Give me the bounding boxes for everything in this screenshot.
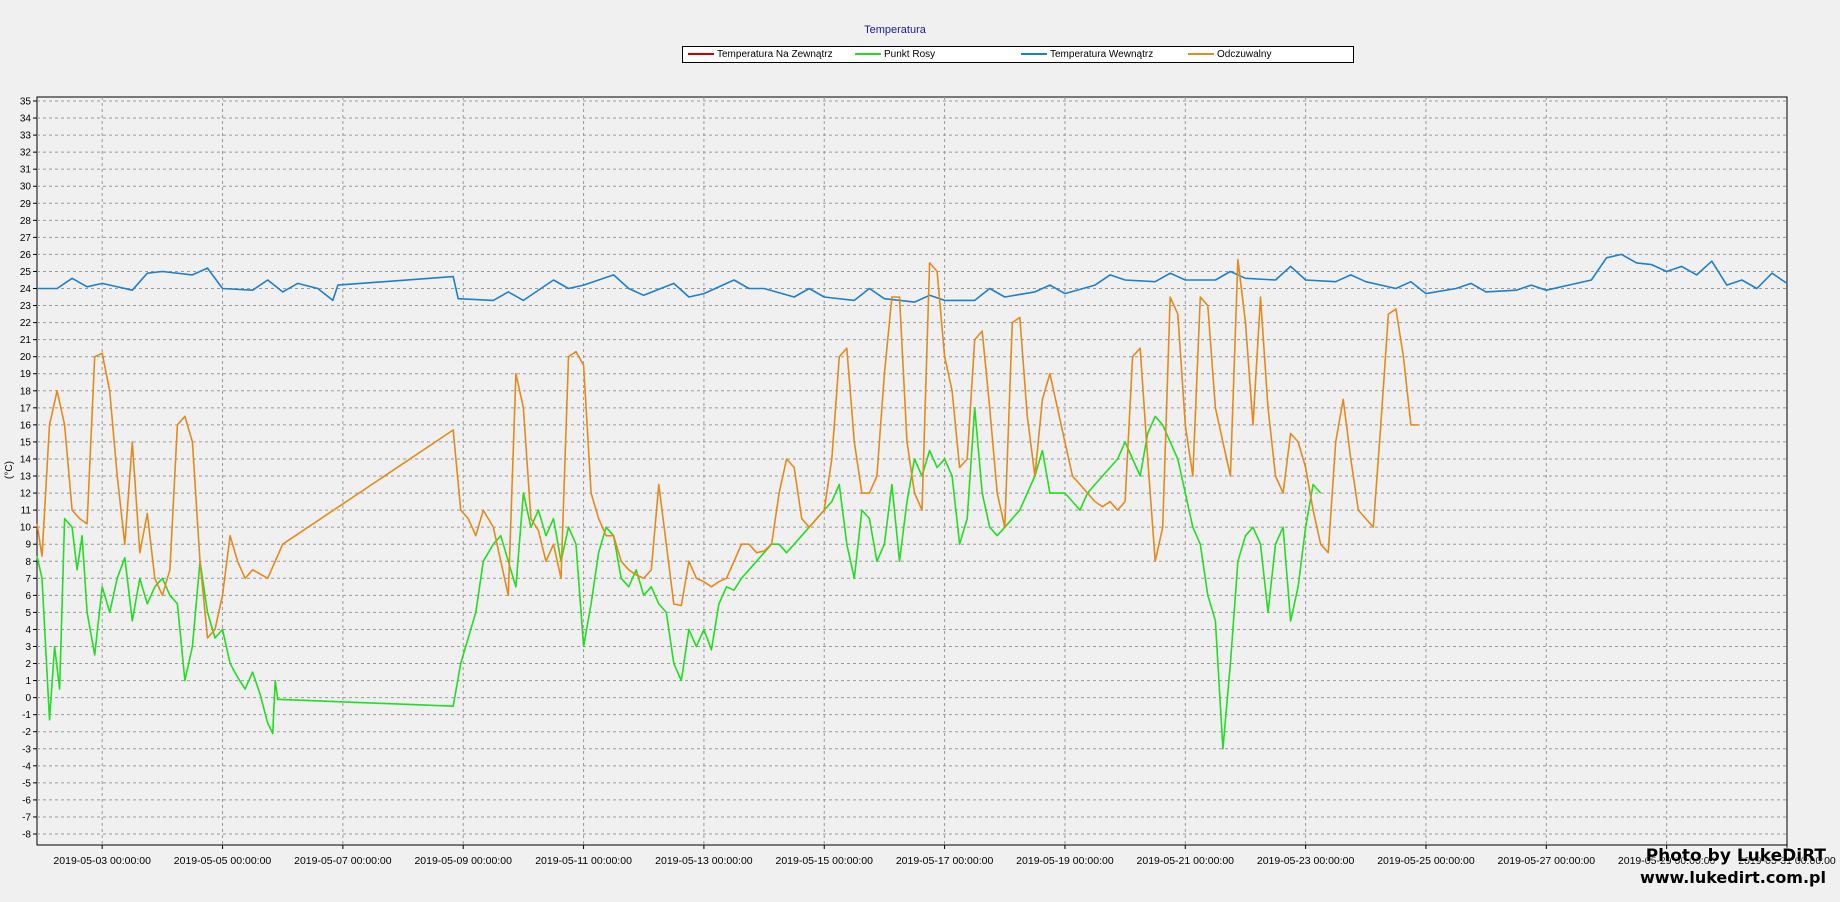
x-tick-label: 2019-05-31 00:00:00 [1738,855,1836,867]
y-tick-label: 26 [20,250,32,261]
series-line-2 [37,253,1788,303]
legend-swatch-feels-like [1188,53,1214,56]
y-tick-label: 22 [20,318,32,329]
legend-label-indoor: Temperatura Wewnątrz [1050,49,1154,60]
watermark: Photo by LukeDiRT www.lukedirt.com.pl [1640,845,1826,889]
y-tick-label: 12 [20,489,32,500]
y-tick-label: 20 [20,352,32,363]
y-tick-label: 15 [20,437,32,448]
y-tick-label: 35 [20,97,32,108]
y-tick-label: -5 [22,778,31,789]
y-tick-label: -6 [22,795,31,806]
y-tick-label: -4 [22,761,31,772]
y-tick-label: 18 [20,386,32,397]
watermark-photo-credit: Photo by LukeDiRT [1645,846,1826,866]
watermark-url: www.lukedirt.com.pl [1639,868,1826,887]
x-tick-label: 2019-05-05 00:00:00 [174,855,272,867]
legend-swatch-outdoor [688,53,714,56]
x-tick-label: 2019-05-13 00:00:00 [655,855,753,867]
y-tick-label: 28 [20,216,32,227]
y-tick-label: 2 [25,659,31,670]
x-tick-label: 2019-05-23 00:00:00 [1257,855,1355,867]
y-tick-label: 7 [25,574,31,585]
x-tick-label: 2019-05-09 00:00:00 [414,855,512,867]
y-tick-label: 31 [20,165,32,176]
y-tick-label: -7 [22,812,31,823]
y-tick-label: 6 [25,591,31,602]
y-tick-label: 0 [25,693,31,704]
y-tick-label: 17 [20,403,32,414]
y-tick-label: -1 [22,710,31,721]
y-tick-label: 16 [20,420,32,431]
y-tick-label: 4 [25,625,31,636]
legend-item-feels-like: Odczuwalny [1188,47,1271,62]
x-tick-label: 2019-05-21 00:00:00 [1137,855,1235,867]
y-tick-label: 25 [20,267,32,278]
legend-label-dew-point: Punkt Rosy [884,49,936,60]
x-tick-label: 2019-05-15 00:00:00 [775,855,873,867]
y-tick-label: 21 [20,335,32,346]
legend: Temperatura Na Zewnątrz Punkt Rosy Tempe… [682,46,1354,63]
y-tick-label: 34 [20,114,32,125]
grid-lines [37,97,1787,845]
y-tick-label: 23 [20,301,32,312]
y-axis: 3534333231302928272625242322212019181716… [20,97,37,841]
x-axis: 2019-05-03 00:00:00 2019-05-05 00:00:00 20… [53,845,1836,867]
x-tick-label: 2019-05-11 00:00:00 [535,855,632,867]
series-lines [36,253,1788,750]
y-tick-label: 32 [20,148,32,159]
y-tick-label: 24 [20,284,32,295]
legend-swatch-indoor [1021,53,1047,56]
x-tick-label: 2019-05-27 00:00:00 [1498,855,1596,867]
y-tick-label: 19 [20,369,32,380]
legend-item-dew-point: Punkt Rosy [855,47,935,62]
y-tick-label: 5 [25,608,31,619]
x-tick-label: 2019-05-03 00:00:00 [53,855,151,867]
y-tick-label: 3 [25,642,31,653]
y-tick-label: 29 [20,199,32,210]
y-tick-label: -2 [22,727,31,738]
y-tick-label: 30 [20,182,32,193]
y-tick-label: 14 [20,454,32,465]
y-tick-label: 33 [20,131,32,142]
legend-label-feels-like: Odczuwalny [1217,49,1272,60]
x-tick-label: 2019-05-25 00:00:00 [1377,855,1475,867]
legend-label-outdoor: Temperatura Na Zewnątrz [717,49,833,60]
y-tick-label: 8 [25,557,31,568]
y-tick-label: -3 [22,744,31,755]
x-tick-label: 2019-05-07 00:00:00 [294,855,392,867]
x-tick-label: 2019-05-29 00:00:00 [1618,855,1716,867]
y-tick-label: -8 [22,830,31,841]
y-tick-label: 1 [25,676,31,687]
y-tick-label: 13 [20,472,32,483]
x-tick-label: 2019-05-17 00:00:00 [896,855,994,867]
y-tick-label: 27 [20,233,32,244]
y-axis-label: (°C) [4,461,15,479]
legend-item-outdoor: Temperatura Na Zewnątrz [688,47,833,62]
series-line-1 [36,407,1322,750]
chart-title: Temperatura [864,24,926,36]
y-tick-label: 10 [20,523,32,534]
x-tick-label: 2019-05-19 00:00:00 [1016,855,1114,867]
legend-item-indoor: Temperatura Wewnątrz [1021,47,1153,62]
y-tick-label: 11 [21,506,32,517]
series-line-3 [36,258,1419,639]
legend-swatch-dew-point [855,53,881,56]
y-tick-label: 9 [25,540,31,551]
